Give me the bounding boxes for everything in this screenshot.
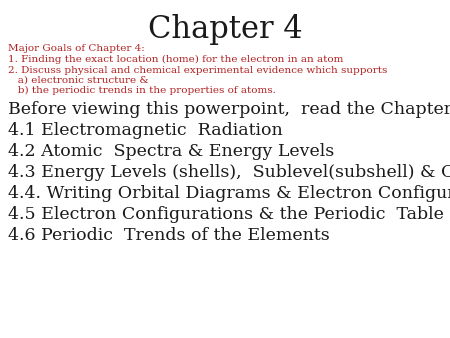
Text: b) the periodic trends in the properties of atoms.: b) the periodic trends in the properties… — [8, 86, 276, 95]
Text: Before viewing this powerpoint,  read the Chapter 4 Review:: Before viewing this powerpoint, read the… — [8, 101, 450, 118]
Text: 4.4. Writing Orbital Diagrams & Electron Configurations: 4.4. Writing Orbital Diagrams & Electron… — [8, 185, 450, 202]
Text: 4.2 Atomic  Spectra & Energy Levels: 4.2 Atomic Spectra & Energy Levels — [8, 143, 334, 160]
Text: a) electronic structure &: a) electronic structure & — [8, 76, 148, 85]
Text: 4.1 Electromagnetic  Radiation: 4.1 Electromagnetic Radiation — [8, 122, 283, 139]
Text: 4.3 Energy Levels (shells),  Sublevel(subshell) & Orbitals: 4.3 Energy Levels (shells), Sublevel(sub… — [8, 164, 450, 181]
Text: Major Goals of Chapter 4:: Major Goals of Chapter 4: — [8, 44, 145, 53]
Text: 4.6 Periodic  Trends of the Elements: 4.6 Periodic Trends of the Elements — [8, 227, 330, 244]
Text: 2. Discuss physical and chemical experimental evidence which supports: 2. Discuss physical and chemical experim… — [8, 66, 387, 75]
Text: 1. Finding the exact location (home) for the electron in an atom: 1. Finding the exact location (home) for… — [8, 55, 343, 64]
Text: 4.5 Electron Configurations & the Periodic  Table: 4.5 Electron Configurations & the Period… — [8, 206, 444, 223]
Text: Chapter 4: Chapter 4 — [148, 14, 302, 45]
